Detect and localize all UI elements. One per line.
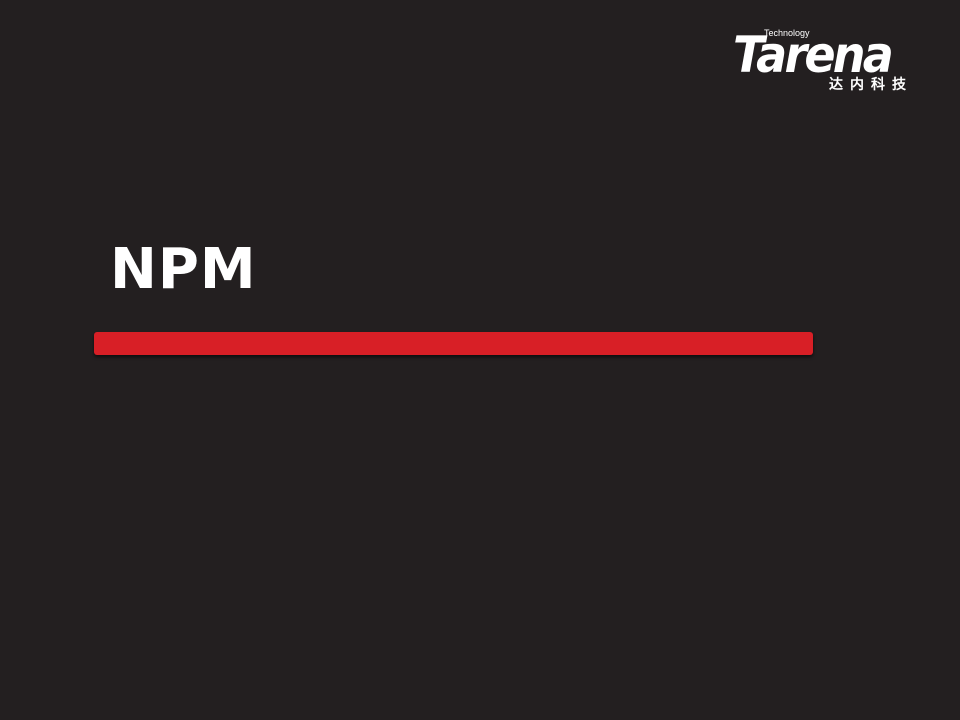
tarena-logo: Tarena Technology 达内科技 xyxy=(733,26,933,98)
title-underline-bar xyxy=(94,332,813,355)
logo-chinese-name: 达内科技 xyxy=(829,77,913,93)
logo-wordmark: Tarena xyxy=(733,26,894,84)
logo-tagline: Technology xyxy=(764,28,810,38)
slide-title: NPM xyxy=(110,237,257,302)
